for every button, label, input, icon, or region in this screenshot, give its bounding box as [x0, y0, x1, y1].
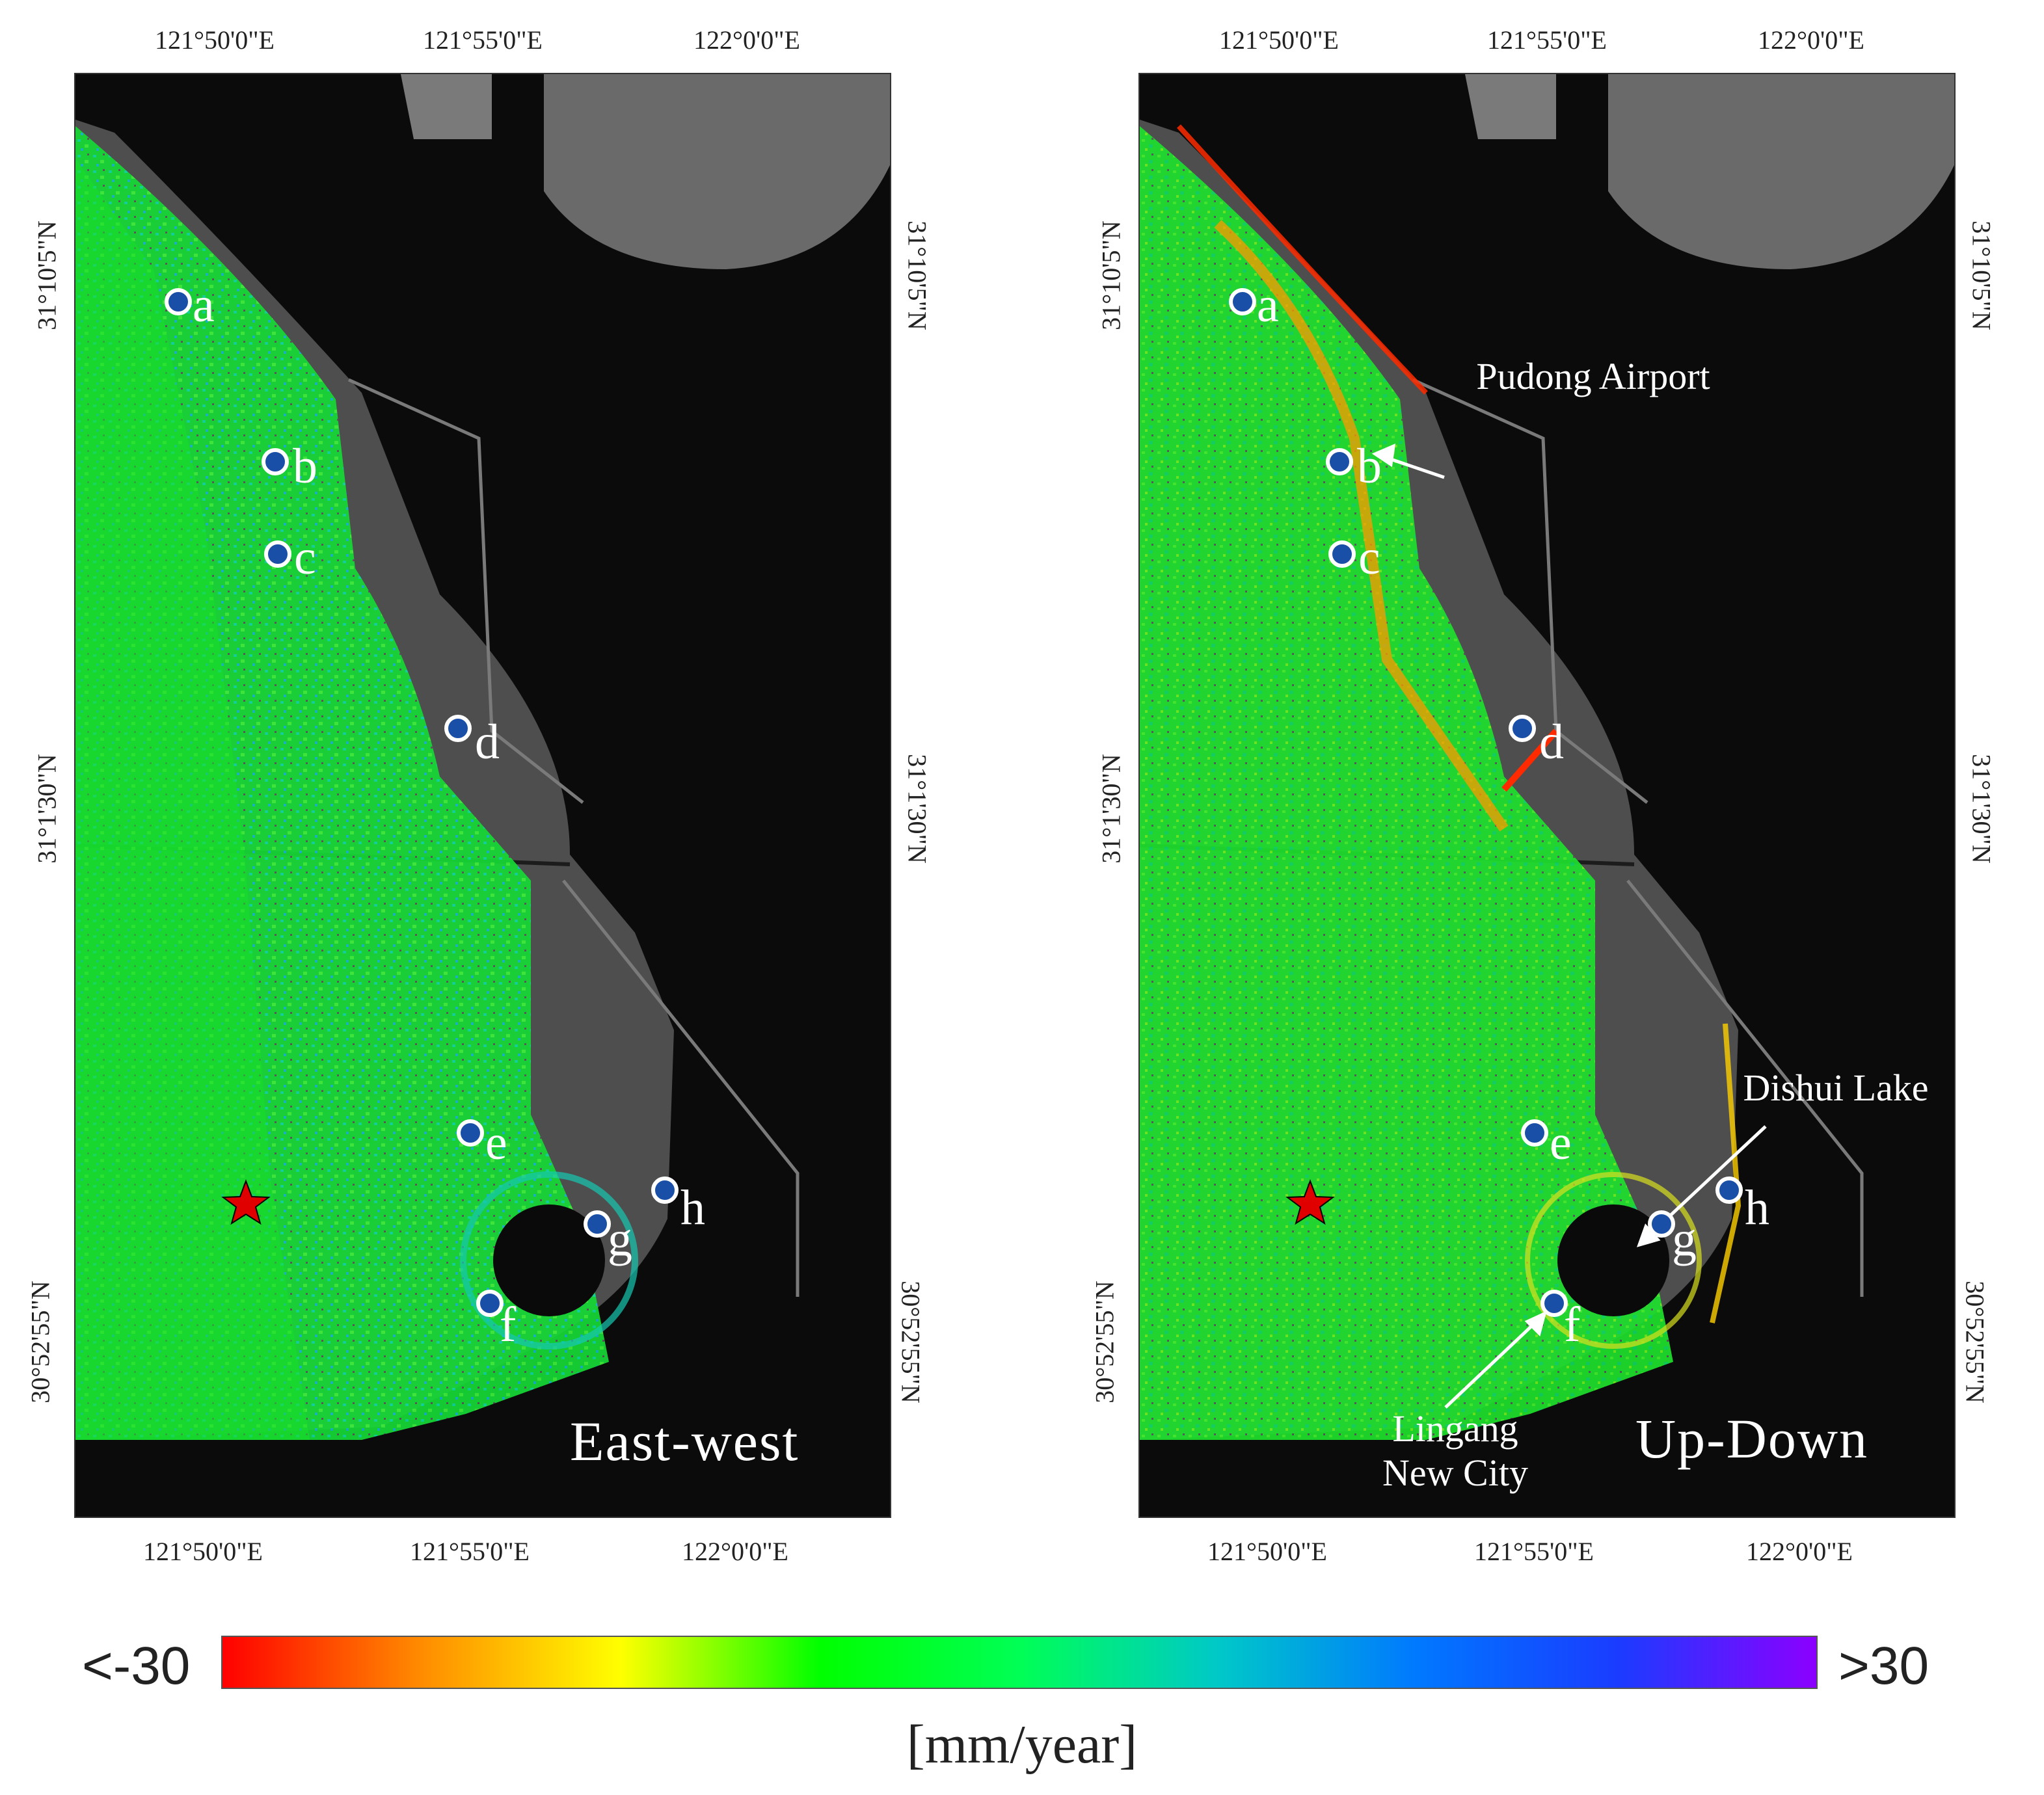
- point-label-c: c: [294, 530, 316, 585]
- survey-point-marker: [165, 288, 679, 1317]
- top-lon-tick: 121°55'0"E: [1487, 25, 1607, 55]
- bottom-lon-tick: 122°0'0"E: [682, 1537, 788, 1566]
- annotation-dishui-lake: Dishui Lake: [1743, 1067, 1929, 1109]
- top-lon-tick: 122°0'0"E: [1758, 25, 1864, 55]
- star-marker: [221, 1179, 271, 1225]
- top-lon-tick: 121°50'0"E: [1219, 25, 1339, 55]
- survey-point-marker: [1229, 288, 1743, 1317]
- map-panel-up-down: Up-Down Pudong Airport Dishui Lake Linga…: [1138, 73, 1956, 1518]
- map-east-west-image: [75, 74, 890, 1440]
- bottom-lon-tick: 121°50'0"E: [143, 1537, 263, 1566]
- annotation-pudong-airport: Pudong Airport: [1476, 355, 1710, 397]
- panel-title-up-down: Up-Down: [1635, 1407, 1868, 1470]
- point-label-f: f: [1564, 1297, 1581, 1352]
- colorbar: [221, 1636, 1818, 1689]
- star-marker: [1285, 1179, 1335, 1225]
- bottom-lon-tick: 121°55'0"E: [410, 1537, 530, 1566]
- point-label-g: g: [1672, 1212, 1697, 1266]
- left-lat-tick: 30°52'55"N: [1090, 1281, 1120, 1403]
- right-lat-tick: 31°1'30"N: [1967, 754, 1997, 864]
- top-lon-tick: 121°50'0"E: [155, 25, 275, 55]
- bottom-lon-tick: 122°0'0"E: [1746, 1537, 1853, 1566]
- right-lat-tick: 30°52'55"N: [1960, 1281, 1990, 1403]
- left-lat-tick: 31°10'5"N: [32, 220, 62, 330]
- point-markers-right: [1229, 288, 1743, 1317]
- annotation-arrows: [1371, 443, 1767, 1409]
- point-label-a: a: [1257, 278, 1279, 332]
- bottom-lon-tick: 121°50'0"E: [1207, 1537, 1327, 1566]
- point-markers-left: [165, 288, 679, 1317]
- annotation-lingang-line2: New City: [1382, 1452, 1528, 1494]
- point-label-d: d: [475, 715, 500, 769]
- point-label-b: b: [293, 439, 317, 494]
- left-lat-tick: 30°52'55"N: [25, 1281, 55, 1403]
- panel-title-east-west: East-west: [570, 1410, 800, 1472]
- point-label-c: c: [1358, 530, 1380, 585]
- top-lon-tick: 121°55'0"E: [423, 25, 543, 55]
- left-lat-tick: 31°1'30"N: [1096, 754, 1126, 864]
- point-label-h: h: [1745, 1180, 1769, 1235]
- map-panel-east-west: East-west a b c d e f g h: [74, 73, 891, 1518]
- top-lon-tick: 122°0'0"E: [693, 25, 800, 55]
- left-lat-tick: 31°10'5"N: [1096, 220, 1126, 330]
- annotation-lingang-line1: Lingang: [1392, 1407, 1518, 1450]
- colorbar-max-label: >30: [1838, 1636, 1930, 1695]
- right-lat-tick: 31°1'30"N: [902, 754, 932, 864]
- right-lat-tick: 30°52'55"N: [896, 1281, 926, 1403]
- point-label-h: h: [680, 1180, 705, 1235]
- point-label-e: e: [1550, 1115, 1572, 1170]
- point-label-f: f: [500, 1297, 517, 1352]
- point-label-b: b: [1357, 439, 1382, 494]
- left-lat-tick: 31°1'30"N: [32, 754, 62, 864]
- point-label-a: a: [193, 278, 215, 332]
- point-label-g: g: [608, 1212, 632, 1266]
- right-lat-tick: 31°10'5"N: [902, 220, 932, 330]
- colorbar-min-label: <-30: [82, 1636, 191, 1695]
- point-label-e: e: [485, 1115, 507, 1170]
- colorbar-unit-label: [mm/year]: [906, 1714, 1138, 1775]
- bottom-lon-tick: 121°55'0"E: [1474, 1537, 1594, 1566]
- right-lat-tick: 31°10'5"N: [1967, 220, 1997, 330]
- map-up-down-image: [1140, 74, 1954, 1440]
- point-label-d: d: [1539, 715, 1564, 769]
